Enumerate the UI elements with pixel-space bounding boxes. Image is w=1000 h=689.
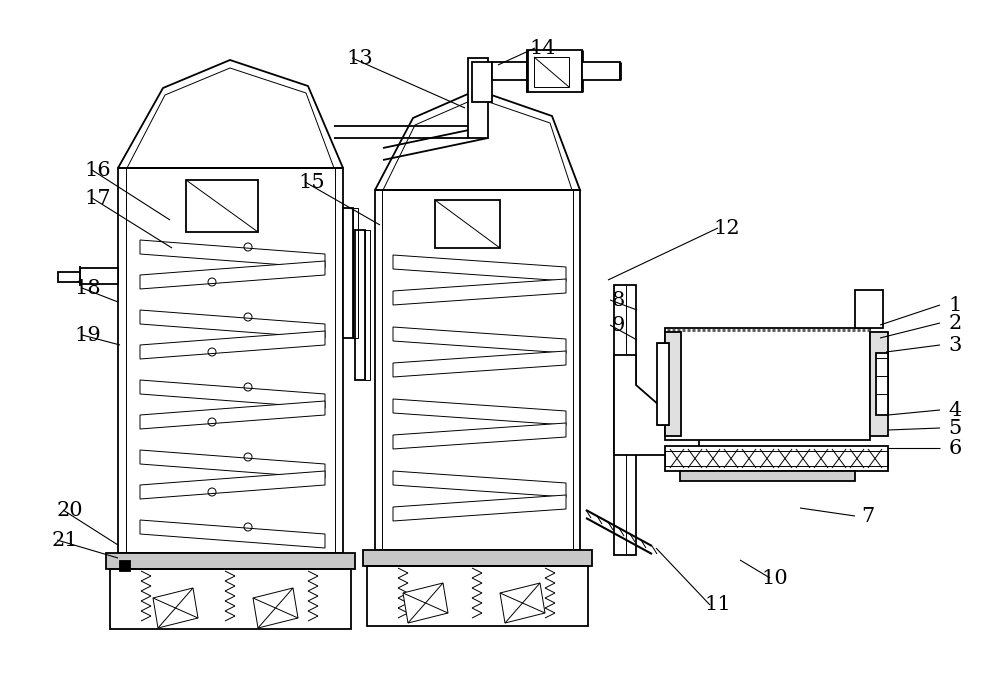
Polygon shape [140,520,325,548]
Bar [186,180,258,232]
Bar [110,569,351,629]
Bar [80,268,118,284]
Text: 10: 10 [762,568,788,588]
Polygon shape [140,401,325,429]
Text: 17: 17 [85,189,111,207]
Polygon shape [393,471,566,497]
Polygon shape [253,588,298,628]
Polygon shape [140,261,325,289]
Polygon shape [140,331,325,359]
Bar [665,446,888,471]
Bar [126,168,335,553]
Bar [527,50,582,92]
Bar [355,230,365,380]
Bar [657,343,669,425]
Bar [665,332,681,436]
Bar [492,62,527,80]
Text: 11: 11 [705,595,731,615]
Bar [680,471,855,481]
Text: 13: 13 [347,48,373,68]
Bar [534,57,569,87]
Text: 16: 16 [85,161,111,180]
Polygon shape [140,310,325,338]
Bar [363,550,592,566]
Bar [614,285,636,555]
Text: 15: 15 [299,172,325,192]
Text: 19: 19 [75,325,101,344]
Polygon shape [393,327,566,353]
Polygon shape [140,471,325,499]
Polygon shape [614,355,699,455]
Text: 4: 4 [948,400,962,420]
Bar [58,272,80,282]
Bar [582,62,620,80]
Bar [665,451,888,466]
Bar [106,553,355,569]
Text: 6: 6 [948,438,962,457]
Text: 7: 7 [861,506,875,526]
Text: 5: 5 [948,418,962,438]
Polygon shape [393,495,566,521]
Bar [665,328,870,440]
Polygon shape [500,583,545,623]
Text: 20: 20 [57,500,83,520]
Polygon shape [393,279,566,305]
Polygon shape [140,450,325,478]
Bar [120,561,130,571]
Polygon shape [393,423,566,449]
Bar [855,290,883,328]
Bar [435,200,500,248]
Text: 3: 3 [948,336,962,355]
Polygon shape [140,380,325,408]
Bar [468,58,488,138]
Text: 18: 18 [75,278,101,298]
Text: 8: 8 [611,291,625,309]
Polygon shape [393,255,566,281]
Text: 14: 14 [530,39,556,57]
Text: 1: 1 [948,296,962,314]
Polygon shape [393,351,566,377]
Polygon shape [140,240,325,268]
Bar [375,190,580,550]
Bar [367,566,588,626]
Bar [472,62,492,102]
Bar [870,332,888,436]
Text: 21: 21 [52,531,78,550]
Text: 2: 2 [948,313,962,333]
Bar [365,230,370,380]
Bar [343,208,353,338]
Polygon shape [153,588,198,628]
Text: 12: 12 [714,218,740,238]
Bar [876,353,888,415]
Polygon shape [393,399,566,425]
Bar [353,208,358,338]
Polygon shape [403,583,448,623]
Bar [118,168,343,553]
Bar [382,190,573,550]
Text: 9: 9 [611,316,625,334]
